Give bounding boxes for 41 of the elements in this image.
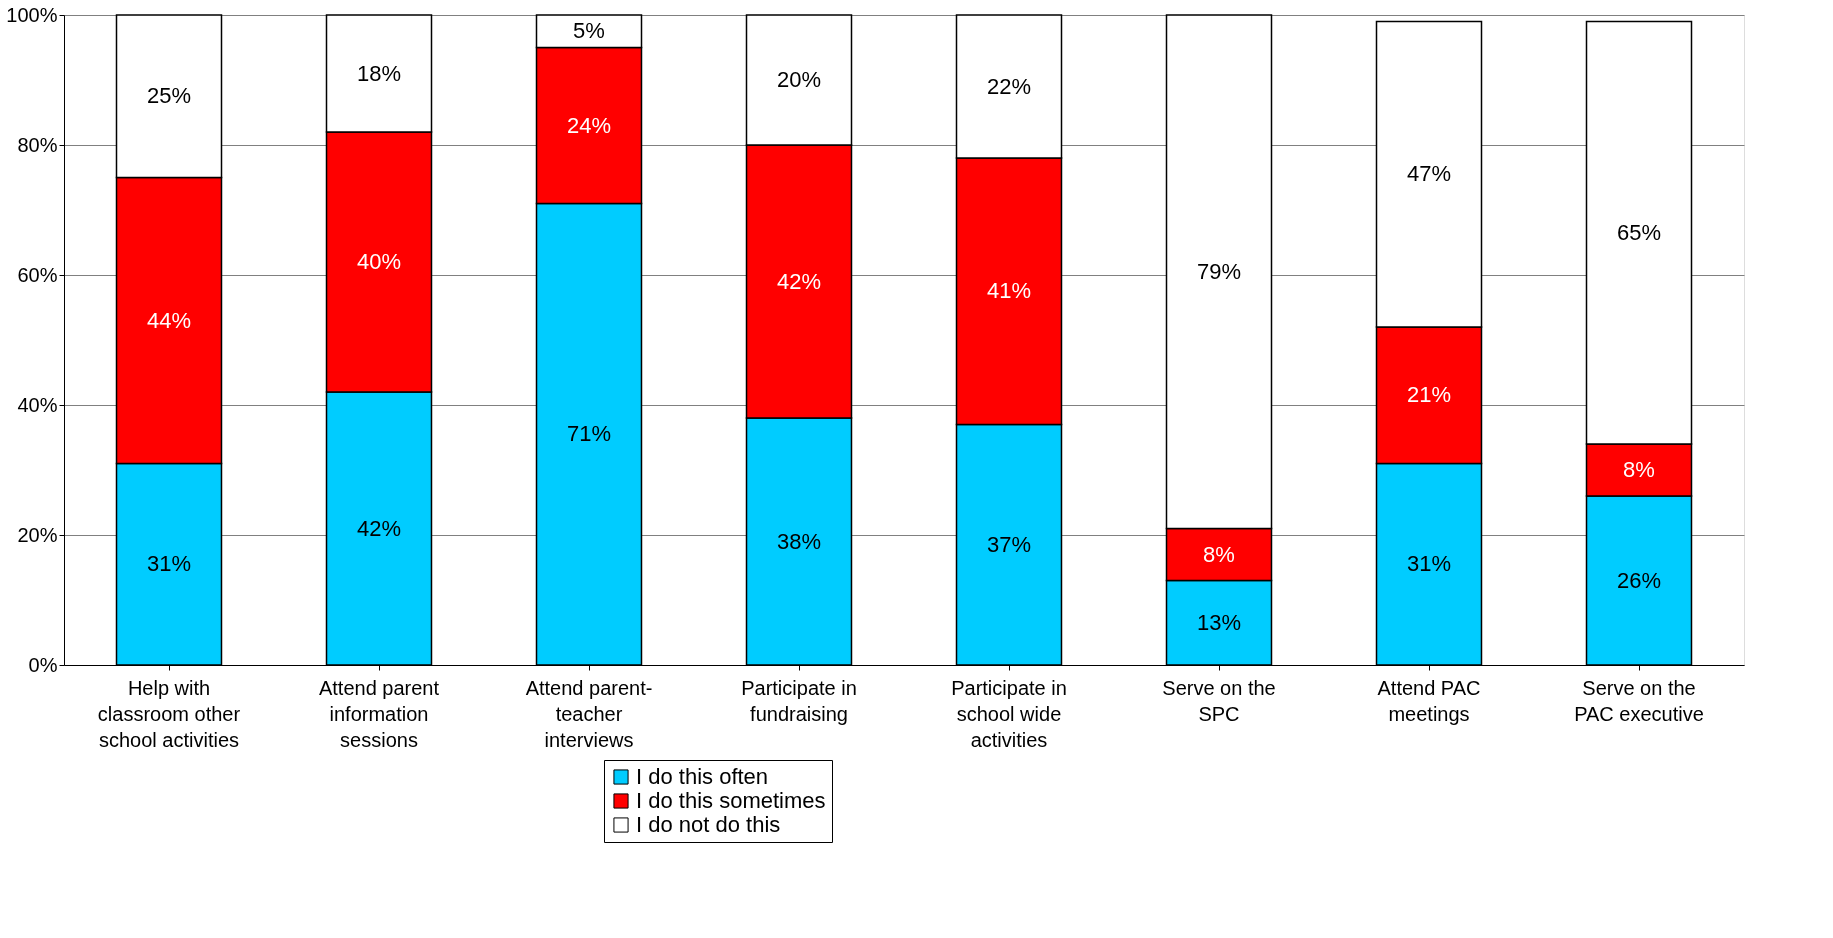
data-label: 8% <box>1623 457 1655 482</box>
y-tick-label: 40% <box>17 393 58 416</box>
data-label: 79% <box>1196 258 1242 284</box>
data-label: 71% <box>566 421 612 447</box>
data-label: 42% <box>776 268 822 294</box>
data-label: 18% <box>356 60 402 86</box>
x-tick-label: Attend PAC meetings <box>1377 676 1481 725</box>
x-tick-label: Participate in fundraising <box>741 676 857 725</box>
data-label: 38% <box>776 528 822 554</box>
x-tick-label: Help with classroom other school activities <box>97 676 241 751</box>
data-label: 26% <box>1616 567 1662 593</box>
data-label: 31% <box>1406 551 1452 577</box>
data-label: 65% <box>1616 219 1662 245</box>
y-tick-label: 80% <box>17 133 58 156</box>
y-tick-label: 60% <box>17 263 58 286</box>
data-label: 40% <box>356 249 402 274</box>
legend-label: I do this often <box>636 764 769 789</box>
data-label: 41% <box>986 278 1032 304</box>
x-tick-label: Participate in school wide activities <box>951 676 1067 751</box>
x-tick-label: Serve on the PAC executive <box>1574 676 1704 725</box>
x-tick-label: Attend parent information sessions <box>318 676 440 751</box>
x-tick-label: Serve on the SPC <box>1162 676 1276 725</box>
data-label: 13% <box>1196 609 1242 635</box>
data-label: 25% <box>146 83 192 109</box>
x-tick-label: Attend parent- teacher interviews <box>525 676 653 751</box>
data-label: 24% <box>566 112 612 138</box>
y-tick-label: 100% <box>6 3 58 26</box>
data-label: 44% <box>146 307 192 333</box>
data-label: 47% <box>1406 161 1452 187</box>
data-label: 22% <box>986 73 1032 99</box>
y-tick-label: 0% <box>28 653 58 676</box>
data-label: 37% <box>986 531 1032 557</box>
data-label: 42% <box>356 515 402 541</box>
y-tick-label: 20% <box>17 523 58 546</box>
legend-label: I do this sometimes <box>636 788 826 813</box>
data-label: 8% <box>1203 541 1235 567</box>
legend-label: I do not do this <box>636 812 781 837</box>
data-label: 20% <box>776 67 822 92</box>
data-label: 21% <box>1406 382 1452 408</box>
data-label: 31% <box>146 551 192 577</box>
data-label: 5% <box>573 18 605 44</box>
